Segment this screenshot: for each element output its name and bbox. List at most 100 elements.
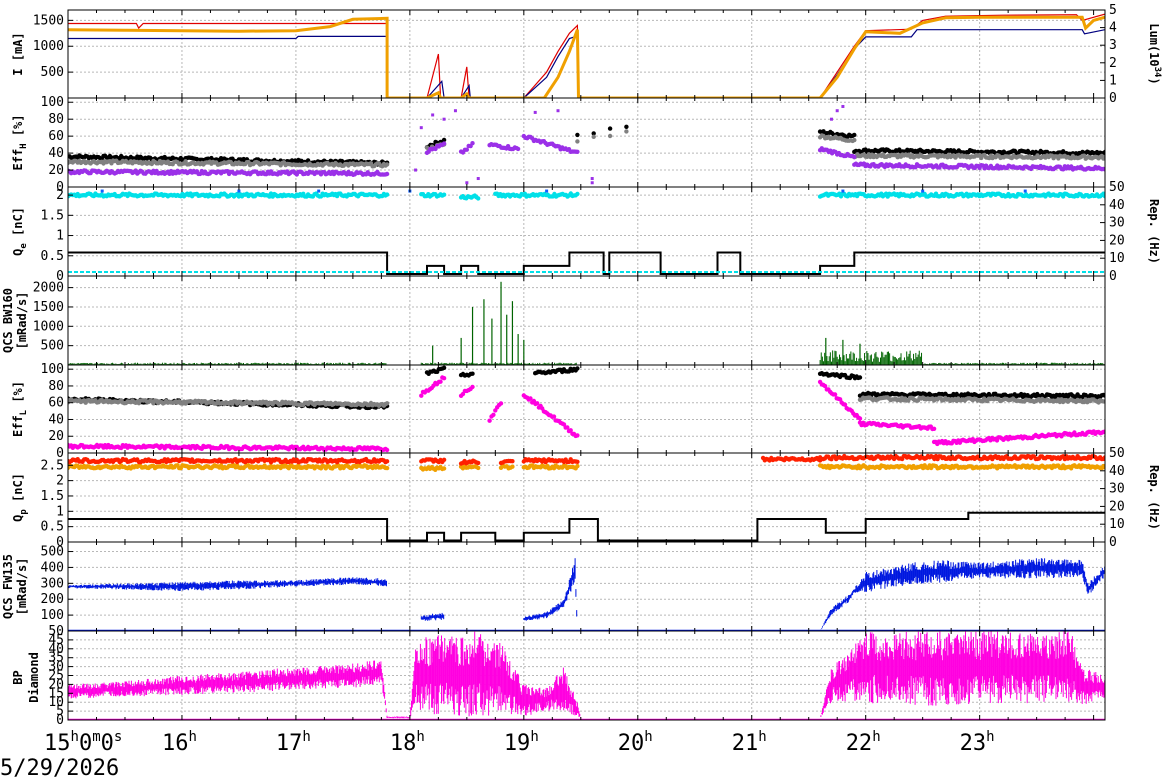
right-tick-label: 50 bbox=[1109, 180, 1125, 195]
data-point bbox=[841, 189, 845, 193]
data-point bbox=[464, 147, 469, 152]
data-point bbox=[624, 124, 629, 129]
data-point bbox=[835, 109, 839, 113]
data-point bbox=[842, 402, 848, 407]
data-point bbox=[465, 181, 469, 185]
y-tick-label: 0.5 bbox=[41, 249, 64, 264]
data-point bbox=[830, 117, 834, 121]
data-point bbox=[384, 465, 390, 471]
series-points-0 bbox=[68, 191, 1105, 201]
data-point bbox=[931, 426, 937, 431]
right-tick-label: 0 bbox=[1109, 91, 1117, 106]
panel-frame bbox=[67, 364, 1106, 454]
data-point bbox=[498, 401, 504, 406]
data-point bbox=[470, 141, 475, 146]
series-points-1 bbox=[68, 453, 1105, 466]
data-point bbox=[1023, 189, 1027, 193]
series-points-3 bbox=[414, 104, 845, 185]
data-point bbox=[384, 401, 390, 406]
plot-area bbox=[68, 189, 1105, 275]
data-point bbox=[384, 171, 390, 177]
bw160-trace bbox=[68, 281, 1105, 365]
y-tick-label: 500 bbox=[41, 339, 64, 354]
x-ticks bbox=[67, 98, 1095, 187]
data-point bbox=[841, 104, 845, 108]
data-point bbox=[852, 154, 857, 160]
y-axis-title: Qe [nC] bbox=[11, 207, 29, 256]
data-point bbox=[575, 149, 580, 154]
right-tick-label: 3 bbox=[1109, 38, 1117, 53]
right-tick-label: 4 bbox=[1109, 21, 1117, 36]
data-point bbox=[591, 131, 596, 136]
data-point bbox=[1102, 167, 1105, 172]
plot-area bbox=[68, 104, 1105, 185]
data-point bbox=[384, 447, 390, 453]
right-tick-label: 10 bbox=[1109, 251, 1125, 266]
data-point bbox=[575, 366, 580, 371]
y-tick-label: 40 bbox=[48, 412, 64, 427]
y-tick-label: 80 bbox=[48, 379, 64, 394]
data-point bbox=[533, 110, 537, 114]
data-point bbox=[441, 466, 447, 471]
y-tick-label: 1500 bbox=[33, 300, 64, 315]
data-point bbox=[535, 401, 540, 406]
right-tick-label: 2 bbox=[1109, 56, 1117, 71]
y-axis-title: I [mA] bbox=[11, 32, 25, 75]
data-point bbox=[575, 139, 580, 144]
y-axis-title: EffL [%] bbox=[11, 381, 29, 437]
data-point bbox=[852, 132, 857, 138]
y-tick-label: 0 bbox=[56, 180, 64, 195]
y-tick-label: 1500 bbox=[33, 13, 64, 28]
data-point bbox=[470, 371, 475, 376]
data-point bbox=[1102, 465, 1105, 470]
data-point bbox=[591, 134, 596, 139]
data-point bbox=[441, 137, 447, 143]
y-tick-label: 2 bbox=[56, 188, 64, 203]
y-axis-title: EffH [%] bbox=[11, 114, 29, 170]
plot-area bbox=[68, 453, 1105, 542]
series-points-1 bbox=[68, 395, 1105, 408]
data-point bbox=[237, 189, 241, 193]
data-point bbox=[921, 189, 925, 193]
data-point bbox=[551, 414, 557, 419]
data-point bbox=[1102, 149, 1105, 155]
data-point bbox=[431, 113, 435, 117]
y-tick-label: 500 bbox=[41, 65, 64, 80]
series-line-1 bbox=[68, 29, 1105, 98]
data-point bbox=[453, 109, 457, 113]
plot-area bbox=[68, 281, 1105, 365]
data-point bbox=[857, 375, 863, 380]
data-point bbox=[491, 412, 496, 417]
grid bbox=[68, 187, 1105, 277]
x-ticks bbox=[67, 187, 1095, 276]
y-tick-label: 80 bbox=[48, 112, 64, 127]
right-tick-label: 20 bbox=[1109, 233, 1125, 248]
panel-bw160: 500 1000 1500 2000 QCS BW160[mRad/s] bbox=[1, 275, 1106, 366]
data-point bbox=[1102, 154, 1105, 160]
series-points-0 bbox=[68, 463, 1105, 472]
y-tick-label: 20 bbox=[48, 163, 64, 178]
x-ticks bbox=[67, 10, 1095, 98]
data-point bbox=[832, 392, 838, 397]
data-point bbox=[857, 416, 863, 421]
data-point bbox=[556, 109, 560, 113]
data-point bbox=[414, 168, 418, 172]
data-point bbox=[441, 365, 447, 370]
panel-frame bbox=[67, 186, 1106, 277]
data-point bbox=[590, 181, 594, 185]
plot-area bbox=[68, 365, 1105, 453]
data-point bbox=[476, 465, 481, 471]
series-line-2 bbox=[68, 15, 1105, 98]
y-tick-label: 0 bbox=[56, 446, 64, 461]
y-tick-label: 1000 bbox=[33, 319, 64, 334]
data-point bbox=[1102, 429, 1105, 434]
right-axis-title: Lum(1034) bbox=[1147, 23, 1162, 84]
panel-current: 500 1000 1500 I [mA] 0 1 2 3 4 5 Lum(1034) bbox=[11, 3, 1162, 106]
y-tick-label: 60 bbox=[48, 129, 64, 144]
data-point bbox=[545, 189, 549, 193]
data-point bbox=[575, 132, 580, 138]
